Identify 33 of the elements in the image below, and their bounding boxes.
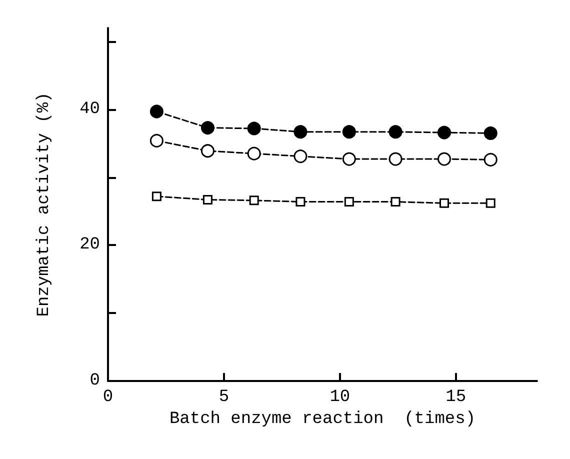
x-tick-label: 0: [102, 388, 114, 407]
point: [342, 125, 356, 139]
point: [200, 144, 214, 158]
point: [200, 121, 214, 135]
point: [388, 125, 402, 139]
point: [247, 122, 261, 136]
point: [438, 152, 451, 166]
point: [439, 198, 449, 208]
x-tick-label: 10: [330, 388, 350, 407]
point: [296, 197, 306, 207]
point: [150, 134, 164, 148]
point: [484, 152, 498, 166]
point: [152, 192, 162, 202]
point: [344, 197, 354, 207]
point: [486, 198, 496, 208]
y-tick-label: 40: [80, 100, 100, 119]
point: [294, 125, 308, 139]
x-tick-label: 5: [218, 388, 230, 407]
y-tick-label: 0: [90, 372, 100, 390]
point: [342, 152, 356, 166]
point: [388, 152, 402, 166]
point: [247, 146, 261, 160]
x-tick-label: 15: [446, 388, 466, 407]
point: [249, 196, 259, 206]
x-axis-title: Batch enzyme reaction (times): [169, 410, 476, 429]
point: [438, 126, 451, 140]
y-tick-label: 20: [80, 236, 100, 255]
point: [484, 126, 498, 140]
point: [150, 104, 164, 118]
y-axis-title: Enzymatic activity (%): [35, 92, 54, 317]
point: [202, 195, 212, 204]
point: [294, 150, 308, 164]
point: [390, 197, 400, 207]
